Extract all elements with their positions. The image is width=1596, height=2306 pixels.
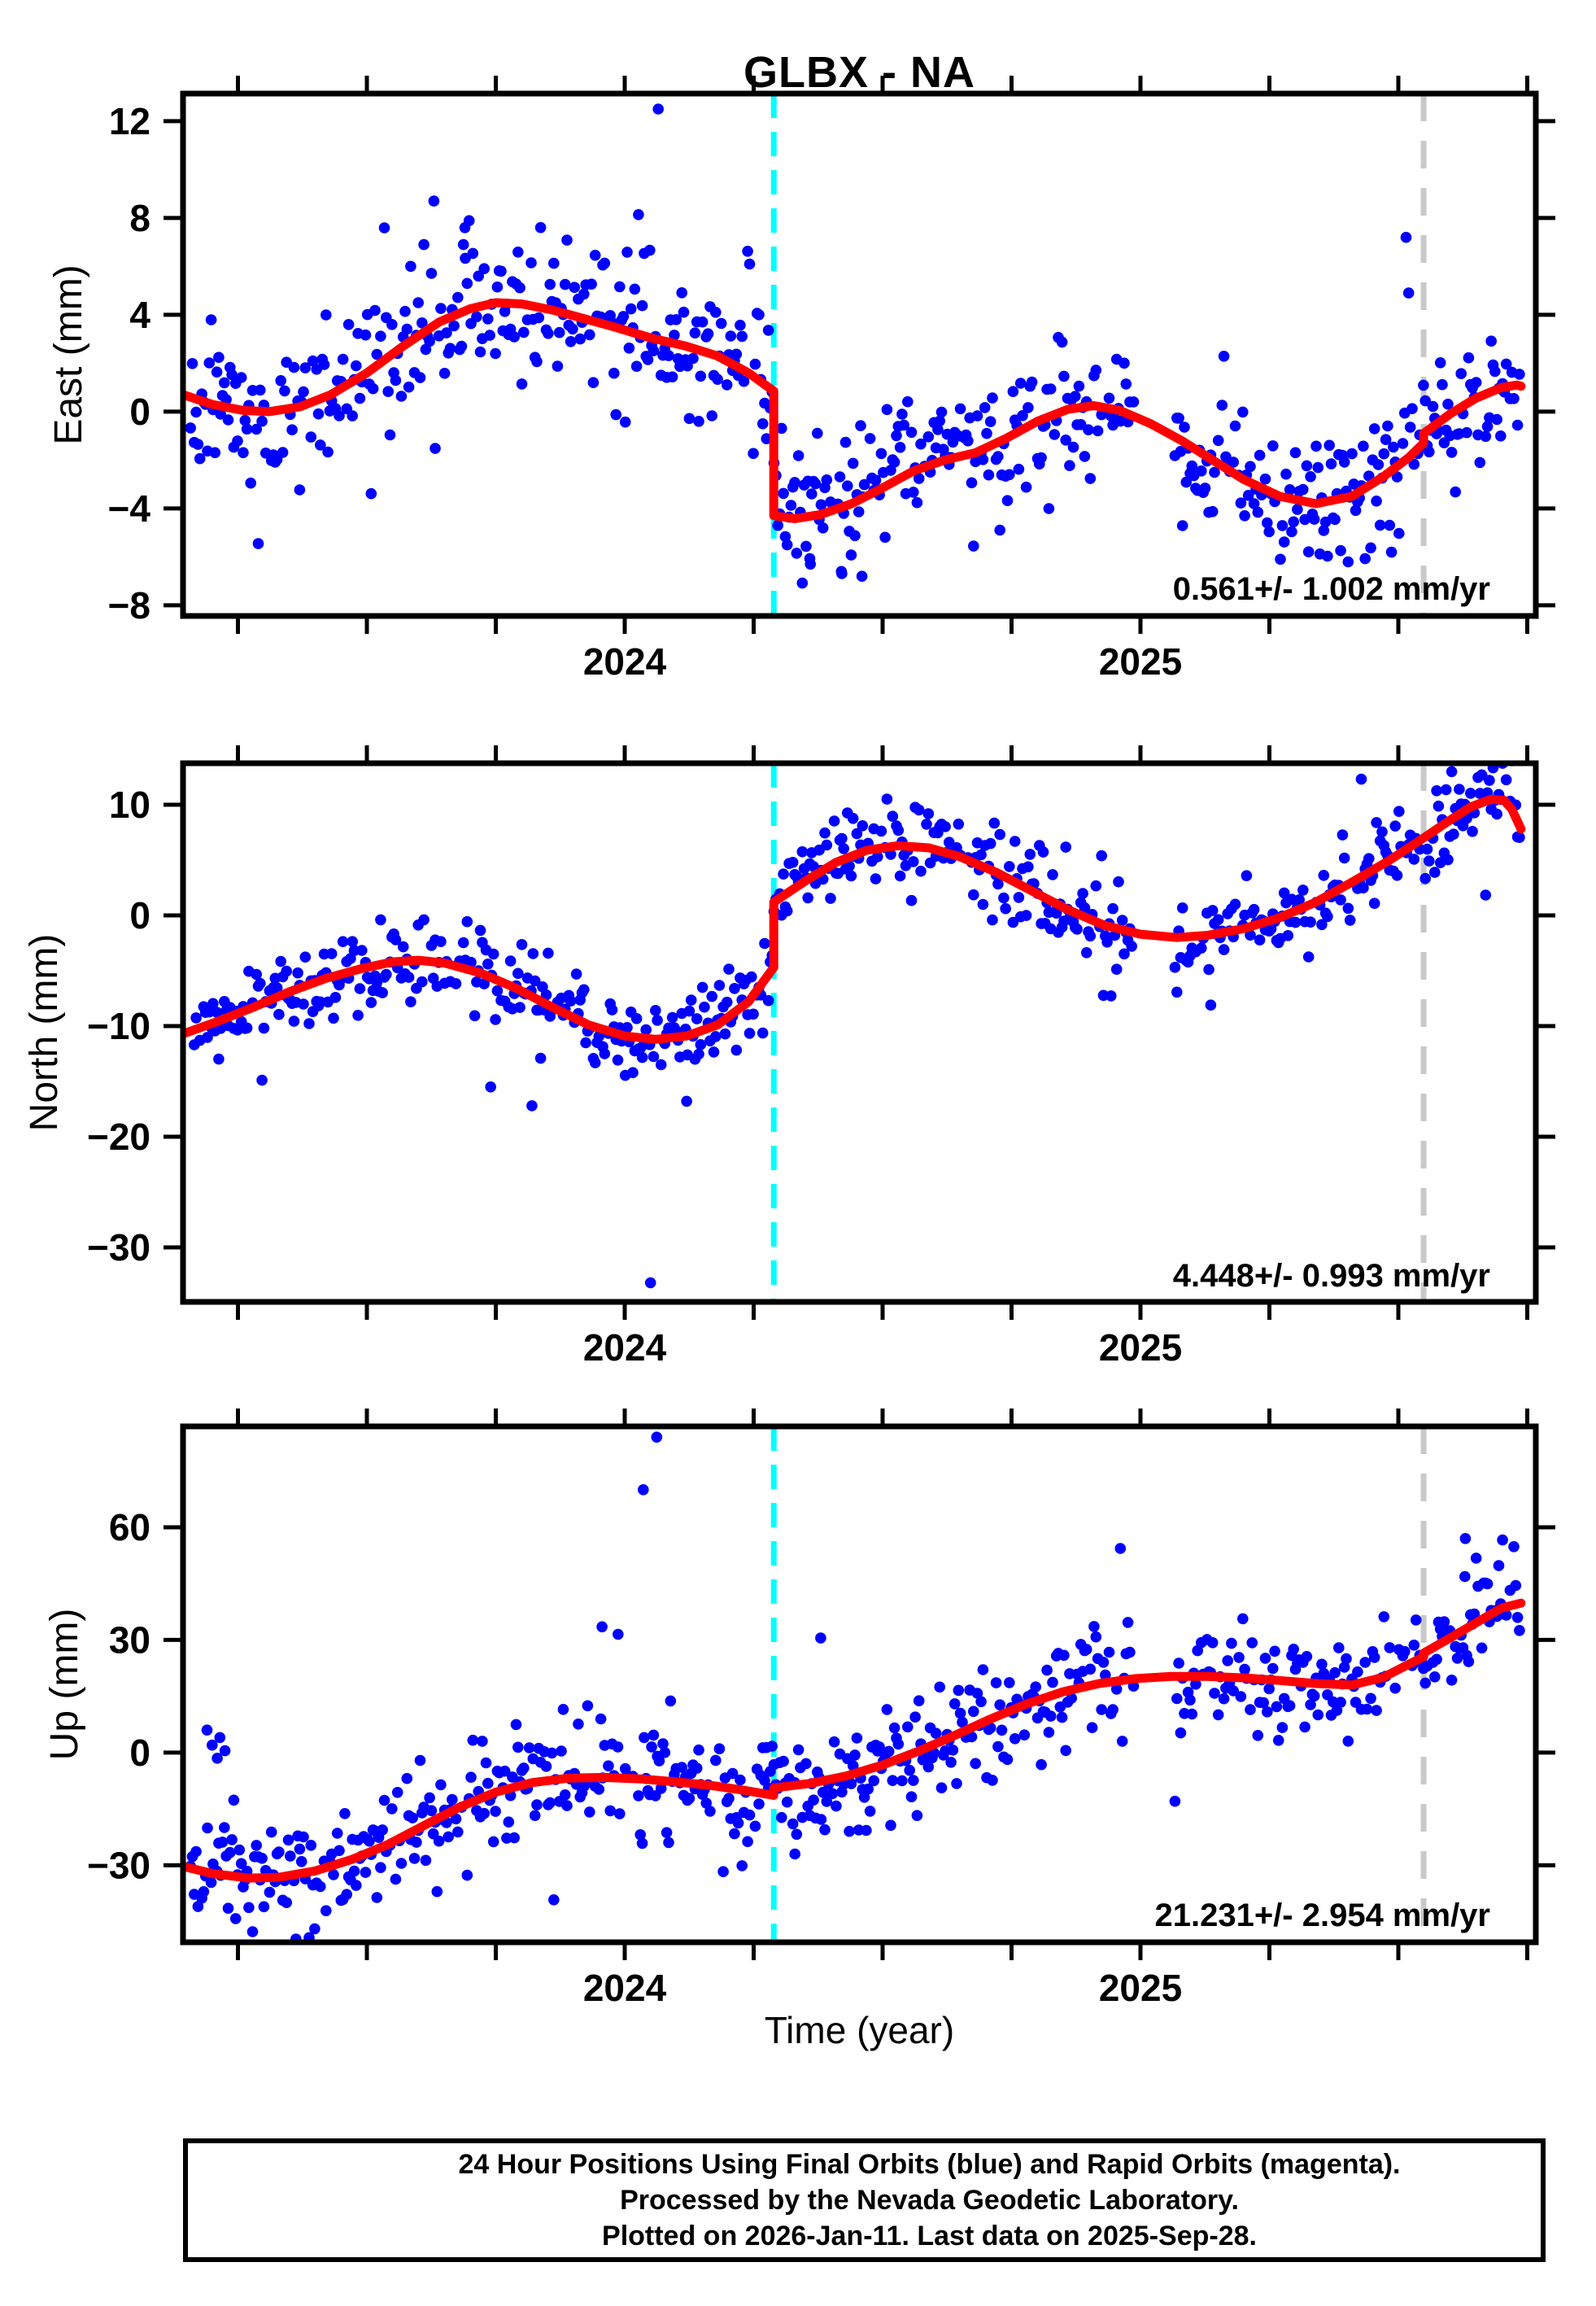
- outlier-point: [1459, 1533, 1472, 1544]
- outlier-point: [201, 1724, 213, 1736]
- panel-up: 2024 2025 −30 0 30 60 Up (mm): [43, 1408, 1555, 2009]
- y-tick-label: 30: [109, 1618, 150, 1661]
- panel-frame: [180, 1423, 1539, 1946]
- y-tick-label: −30: [87, 1226, 150, 1269]
- outlier-point: [211, 1753, 223, 1764]
- y-tick-label: 8: [129, 197, 150, 239]
- x-tick-label: 2025: [1099, 1326, 1182, 1369]
- y-tick-label: 10: [109, 784, 150, 826]
- outlier-point: [638, 1484, 649, 1496]
- east-rate-annotation: 0.561+/- 1.002 mm/yr: [1172, 571, 1490, 607]
- scatter-points: [189, 763, 1525, 1289]
- y-tick-label: −4: [108, 487, 151, 530]
- outlier-point: [459, 222, 471, 234]
- panel-east: 2024 2025 −8 −4 0 4 8 12 East (mm): [47, 76, 1555, 683]
- y-tick-label: 60: [109, 1506, 150, 1548]
- y-axis-title: East (mm): [47, 264, 90, 444]
- outlier-point: [815, 1632, 826, 1644]
- x-tick-label: 2024: [583, 640, 667, 683]
- caption-line-1: 24 Hour Positions Using Final Orbits (bl…: [458, 2149, 1401, 2180]
- y-tick-label: 0: [129, 391, 150, 433]
- outlier-point: [805, 558, 816, 570]
- outlier-point: [428, 195, 440, 207]
- model-fit-curve: [183, 1598, 1526, 1883]
- scatter-points: [185, 1431, 1525, 1942]
- y-axis-title: Up (mm): [43, 1609, 86, 1761]
- outlier-point: [789, 1848, 800, 1860]
- y-tick-label: 4: [129, 294, 150, 336]
- panel-frame: [180, 760, 1539, 1305]
- x-axis-title: Time (year): [764, 2009, 955, 2051]
- outlier-point: [681, 1095, 692, 1107]
- y-tick-label: 12: [109, 100, 150, 142]
- outlier-point: [856, 570, 868, 582]
- outlier-point: [596, 1621, 608, 1633]
- outlier-point: [526, 1100, 538, 1112]
- scatter-points: [185, 103, 1525, 589]
- panel-frame: [180, 90, 1539, 619]
- y-tick-label: −20: [87, 1116, 150, 1158]
- y-axis-title: North (mm): [23, 934, 66, 1132]
- model-fit-curve: [183, 298, 1526, 523]
- x-tick-label: 2024: [583, 1967, 667, 2009]
- outlier-point: [1402, 287, 1415, 299]
- y-tick-label: 0: [129, 1732, 150, 1774]
- outlier-point: [613, 1628, 624, 1640]
- x-tick-label: 2024: [583, 1326, 667, 1369]
- x-tick-label: 2025: [1099, 640, 1182, 683]
- outlier-point: [652, 103, 664, 115]
- y-tick-label: −10: [87, 1005, 150, 1047]
- x-tick-label: 2025: [1099, 1967, 1182, 2009]
- panel-north: 2024 2025 −30 −20 −10 0 10 North (mm): [23, 745, 1555, 1369]
- outlier-point: [644, 1277, 656, 1289]
- caption-line-2: Processed by the Nevada Geodetic Laborat…: [620, 2185, 1239, 2216]
- outlier-point: [651, 1431, 663, 1443]
- up-rate-annotation: 21.231+/- 2.954 mm/yr: [1154, 1898, 1490, 1933]
- y-tick-label: −8: [108, 584, 150, 627]
- outlier-point: [835, 566, 848, 578]
- outlier-point: [219, 1745, 231, 1757]
- north-rate-annotation: 4.448+/- 0.993 mm/yr: [1172, 1258, 1490, 1294]
- caption-line-3: Plotted on 2026-Jan-11. Last data on 202…: [602, 2221, 1257, 2251]
- outlier-point: [485, 1081, 496, 1093]
- outlier-point: [214, 1732, 226, 1744]
- y-tick-label: 0: [129, 894, 150, 937]
- model-fit-curve: [183, 794, 1526, 1044]
- y-tick-label: −30: [87, 1844, 150, 1886]
- caption-box: 24 Hour Positions Using Final Orbits (bl…: [183, 2138, 1546, 2262]
- outlier-point: [206, 1739, 218, 1751]
- outlier-point: [1400, 231, 1412, 243]
- page-title: GLBX - NA: [743, 48, 975, 97]
